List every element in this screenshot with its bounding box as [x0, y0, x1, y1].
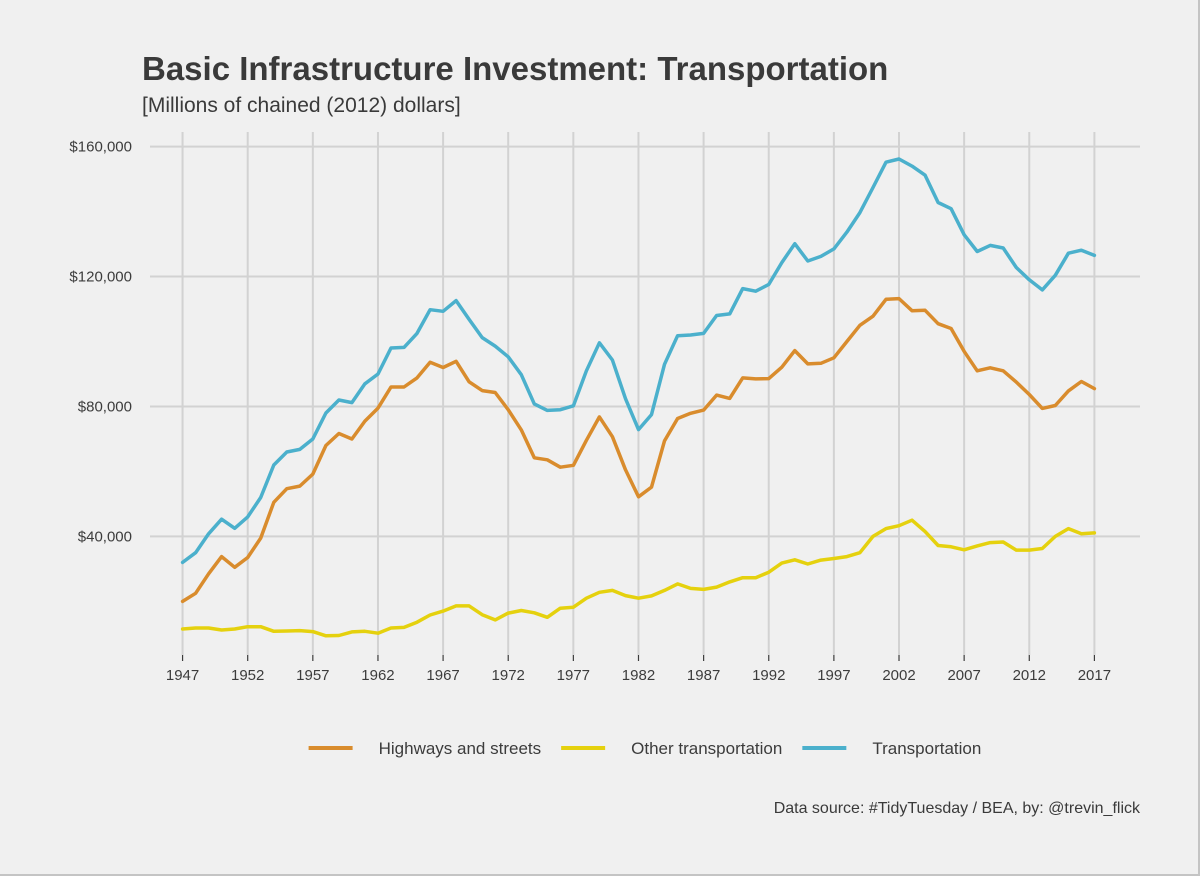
x-tick-label: 1952 — [231, 667, 264, 684]
x-tick-label: 2007 — [947, 667, 980, 684]
legend: Highways and streets Other transportation… — [308, 739, 981, 758]
series-line-transportation — [180, 157, 1097, 565]
y-tick-label: $80,000 — [78, 398, 132, 415]
x-tick-label: 2017 — [1078, 667, 1111, 684]
x-tick-label: 1982 — [622, 667, 655, 684]
legend-label: Transportation — [872, 739, 981, 758]
x-tick-label: 2012 — [1013, 667, 1046, 684]
x-tick-label: 1972 — [492, 667, 525, 684]
x-tick-label: 1967 — [426, 667, 459, 684]
chart-subtitle: [Millions of chained (2012) dollars] — [142, 94, 461, 117]
y-tick-label: $160,000 — [69, 139, 132, 156]
legend-label: Other transportation — [631, 739, 782, 758]
x-tick-label: 1977 — [557, 667, 590, 684]
x-tick-label: 1947 — [166, 667, 199, 684]
x-tick-label: 1987 — [687, 667, 720, 684]
x-tick-label: 1962 — [361, 667, 394, 684]
y-tick-label: $120,000 — [69, 269, 132, 286]
chart-title: Basic Infrastructure Investment: Transpo… — [142, 50, 889, 87]
x-tick-label: 1957 — [296, 667, 329, 684]
x-tick-label: 1992 — [752, 667, 785, 684]
x-tick-label: 1997 — [817, 667, 850, 684]
legend-label: Highways and streets — [379, 739, 542, 758]
data-source-caption: Data source: #TidyTuesday / BEA, by: @tr… — [773, 800, 1140, 817]
y-tick-label: $40,000 — [78, 528, 132, 545]
series-line-highways-and-streets — [180, 296, 1097, 604]
x-tick-label: 2002 — [882, 667, 915, 684]
series-line-other-transportation — [180, 518, 1097, 638]
